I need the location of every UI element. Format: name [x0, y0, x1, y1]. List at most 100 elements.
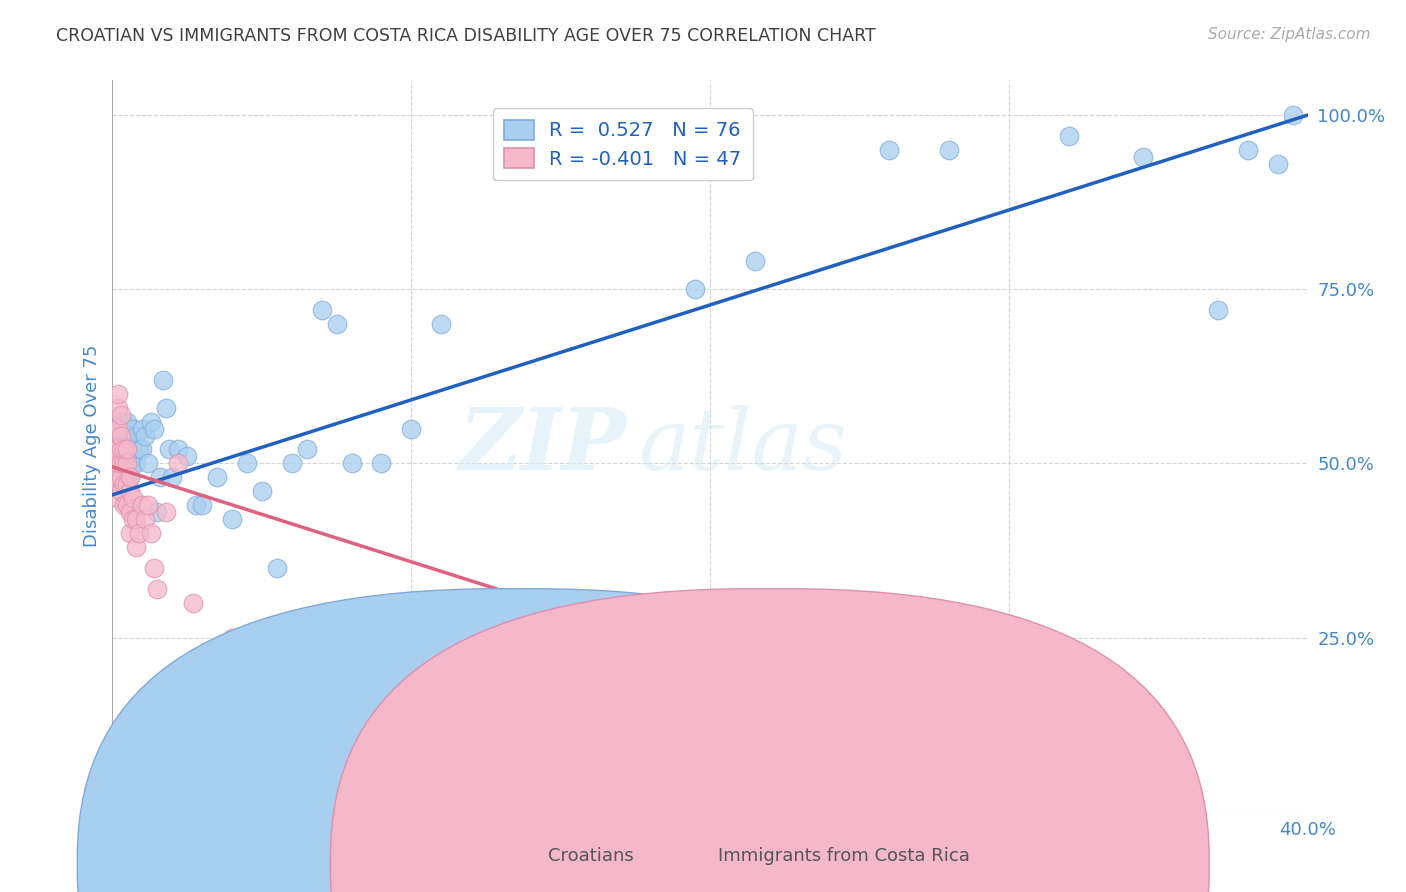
Point — [107, 421, 129, 435]
Point — [186, 498, 208, 512]
Point — [131, 442, 153, 457]
Point — [1132, 150, 1154, 164]
Point — [311, 303, 333, 318]
Point — [107, 457, 129, 471]
Point — [157, 442, 180, 457]
Point — [1237, 143, 1260, 157]
Point — [120, 526, 142, 541]
Text: atlas: atlas — [638, 405, 848, 487]
Point — [128, 526, 150, 541]
Text: ZIP: ZIP — [458, 404, 627, 488]
Point — [1206, 303, 1229, 318]
Point — [117, 442, 139, 457]
Point — [107, 401, 129, 415]
Point — [104, 457, 127, 471]
Point — [114, 428, 135, 442]
Point — [141, 526, 163, 541]
Point — [114, 442, 135, 457]
Point — [120, 442, 142, 457]
Point — [110, 470, 132, 484]
Point — [340, 457, 363, 471]
Point — [110, 470, 132, 484]
Point — [281, 457, 304, 471]
Point — [1267, 157, 1289, 171]
Point — [1281, 108, 1303, 122]
Point — [155, 505, 177, 519]
Point — [319, 665, 342, 680]
Point — [107, 457, 129, 471]
Point — [595, 157, 617, 171]
Point — [120, 484, 142, 499]
Point — [125, 512, 148, 526]
Point — [117, 428, 139, 442]
Point — [146, 505, 169, 519]
Point — [104, 477, 127, 491]
Point — [176, 450, 198, 464]
Point — [110, 408, 132, 422]
Point — [117, 498, 139, 512]
Point — [250, 484, 273, 499]
Point — [879, 143, 901, 157]
Point — [104, 463, 127, 477]
Text: Immigrants from Costa Rica: Immigrants from Costa Rica — [717, 847, 970, 865]
Point — [110, 457, 132, 471]
Point — [114, 457, 135, 471]
Point — [122, 491, 145, 506]
Point — [104, 477, 127, 491]
Point — [167, 457, 190, 471]
Point — [104, 421, 127, 435]
Point — [266, 561, 288, 575]
Point — [117, 470, 139, 484]
Point — [221, 631, 243, 645]
Point — [143, 561, 166, 575]
Point — [114, 415, 135, 429]
Point — [938, 143, 960, 157]
Point — [107, 470, 129, 484]
Point — [125, 428, 148, 442]
Point — [191, 498, 214, 512]
Point — [221, 512, 243, 526]
Point — [110, 457, 132, 471]
Point — [122, 421, 145, 435]
Point — [131, 498, 153, 512]
Point — [122, 512, 145, 526]
Text: Source: ZipAtlas.com: Source: ZipAtlas.com — [1208, 27, 1371, 42]
Point — [117, 477, 139, 491]
Point — [683, 721, 706, 735]
Point — [744, 254, 766, 268]
Point — [143, 421, 166, 435]
Point — [155, 401, 177, 415]
Point — [110, 428, 132, 442]
Point — [181, 596, 204, 610]
Point — [120, 470, 142, 484]
Point — [125, 457, 148, 471]
Point — [141, 415, 163, 429]
Point — [122, 457, 145, 471]
Point — [120, 457, 142, 471]
Point — [114, 498, 135, 512]
Point — [295, 442, 318, 457]
Point — [325, 317, 347, 331]
Point — [107, 435, 129, 450]
Point — [107, 421, 129, 435]
Point — [564, 150, 586, 164]
Point — [146, 582, 169, 596]
Point — [107, 450, 129, 464]
Point — [107, 477, 129, 491]
Point — [131, 421, 153, 435]
Point — [107, 491, 129, 506]
Point — [117, 457, 139, 471]
Point — [205, 470, 228, 484]
Point — [104, 450, 127, 464]
Point — [110, 442, 132, 457]
Text: CROATIAN VS IMMIGRANTS FROM COSTA RICA DISABILITY AGE OVER 75 CORRELATION CHART: CROATIAN VS IMMIGRANTS FROM COSTA RICA D… — [56, 27, 876, 45]
Point — [114, 457, 135, 471]
Point — [107, 386, 129, 401]
Point — [236, 457, 259, 471]
Point — [138, 457, 160, 471]
Point — [114, 442, 135, 457]
Point — [370, 457, 392, 471]
Point — [1057, 128, 1080, 143]
Point — [162, 470, 183, 484]
Point — [120, 470, 142, 484]
